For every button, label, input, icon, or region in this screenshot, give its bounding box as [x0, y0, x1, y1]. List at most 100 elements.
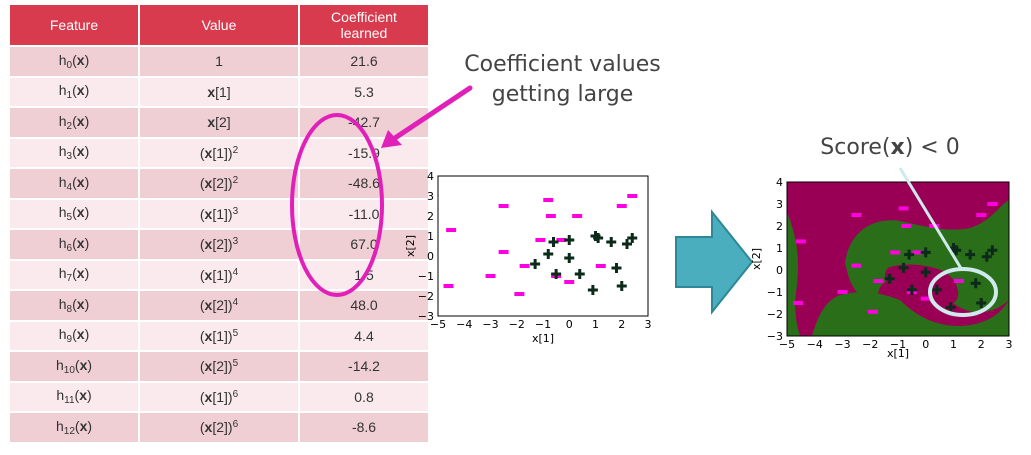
- plus-marker: [627, 233, 638, 243]
- plus-marker: [965, 249, 976, 260]
- value-cell: (x[2])4: [140, 291, 298, 320]
- plus-marker: [987, 245, 998, 256]
- y-tick-label: −3: [418, 310, 434, 323]
- plus-marker: [951, 245, 962, 256]
- table-row: h10(x) (x[2])5 -14.2: [10, 352, 428, 381]
- plus-marker: [981, 251, 992, 262]
- decision-boundary-plot: −5 −4 −3 −2 −1 0 1 2 3 4 3 2 1 0 −1 −2 −3 x[1] x[2]: [750, 167, 1013, 360]
- value-cell: 1: [140, 47, 298, 76]
- table-row: h5(x) (x[1])3 -11.0: [10, 199, 428, 228]
- minus-marker: [912, 250, 923, 255]
- plus-marker: [616, 281, 627, 291]
- minus-marker: [616, 204, 627, 208]
- table-row: h8(x) (x[2])4 48.0: [10, 291, 428, 320]
- feature-cell: h10(x): [10, 352, 138, 381]
- coefficient-cell: -48.6: [300, 169, 428, 198]
- feature-cell: h1(x): [10, 77, 138, 106]
- scatter-plot-frame: [437, 175, 649, 317]
- y-tick-label: −3: [767, 330, 783, 343]
- x-tick-label: −5: [779, 338, 795, 351]
- callout-score: Score(x) < 0: [820, 133, 960, 163]
- minus-marker: [851, 213, 862, 217]
- y-tick-label: 1: [427, 230, 434, 243]
- feature-subscript: 8: [66, 303, 73, 315]
- feature-cell: h9(x): [10, 321, 138, 350]
- x-tick-label: −3: [834, 338, 850, 351]
- minus-marker: [890, 250, 901, 255]
- plus-marker: [920, 267, 931, 278]
- x-tick-label: 2: [978, 338, 985, 351]
- plus-marker: [884, 273, 895, 284]
- y-tick-label: 4: [427, 170, 434, 183]
- minus-marker: [595, 264, 606, 268]
- minus-marker: [627, 194, 638, 198]
- minus-marker: [498, 250, 509, 254]
- x-tick-label: −1: [890, 338, 906, 351]
- plus-marker: [622, 239, 632, 249]
- value-power: 3: [232, 205, 239, 217]
- table-row: h11(x) (x[1])6 0.8: [10, 382, 428, 411]
- value-power: 4: [232, 297, 239, 309]
- value-power: 6: [232, 388, 239, 400]
- coefficient-cell: -8.6: [300, 413, 428, 442]
- callout-coef-line2: getting large: [491, 82, 634, 107]
- value-index: 2: [216, 419, 225, 436]
- callout-pointer: [381, 85, 473, 148]
- x-tick-label: −4: [456, 318, 472, 331]
- minus-marker: [514, 292, 525, 296]
- y-tick-label: −1: [418, 270, 434, 283]
- value-power: 2: [232, 175, 239, 187]
- coefficient-table: Feature Value Coefficient learned h0(x) 1…: [8, 3, 430, 444]
- value-power: 4: [232, 266, 239, 278]
- x-tick-label: 2: [618, 318, 625, 331]
- value-cell: x[2]: [140, 108, 298, 137]
- minus-marker: [837, 290, 848, 294]
- plus-marker: [976, 298, 987, 308]
- feature-cell: h11(x): [10, 382, 138, 411]
- feature-subscript: 7: [66, 273, 73, 285]
- y-tick-label: 2: [776, 220, 783, 233]
- table-row: h0(x) 1 21.6: [10, 47, 428, 76]
- minus-marker: [920, 296, 931, 301]
- x-tick-label: 0: [922, 338, 929, 351]
- header-coef-line2: learned: [340, 25, 388, 41]
- table-row: h4(x) (x[2])2 -48.6: [10, 169, 428, 198]
- plus-marker: [606, 237, 617, 247]
- header-coefficient: Coefficient learned: [300, 5, 428, 45]
- minus-marker: [446, 228, 457, 232]
- plus-marker: [574, 269, 585, 279]
- value-index: 2: [216, 297, 225, 314]
- y-tick-label: 1: [776, 242, 783, 255]
- plus-marker: [945, 302, 956, 313]
- minus-marker: [901, 224, 912, 228]
- table-row: h3(x) (x[1])2 -15.9: [10, 138, 428, 167]
- minus-marker: [556, 238, 567, 242]
- minus-marker: [443, 284, 454, 288]
- feature-cell: h5(x): [10, 199, 138, 228]
- feature-cell: h2(x): [10, 108, 138, 137]
- minus-marker: [543, 198, 554, 202]
- x-tick-label: −2: [509, 318, 525, 331]
- x-tick-label: 3: [645, 318, 652, 331]
- minus-marker: [535, 238, 546, 242]
- plus-marker: [543, 249, 554, 259]
- y-tick-label: 3: [776, 198, 783, 211]
- plus-marker: [904, 249, 915, 260]
- decision-ylabel: x[2]: [750, 248, 763, 270]
- plus-marker: [611, 263, 622, 273]
- minus-marker: [564, 280, 575, 284]
- value-index: 2: [216, 236, 225, 253]
- decision-xlabel: x[1]: [887, 347, 909, 360]
- plus-marker: [564, 253, 575, 263]
- header-feature: Feature: [10, 5, 138, 45]
- plus-marker: [587, 285, 598, 295]
- x-tick-label: 1: [592, 318, 599, 331]
- coefficient-cell: -14.2: [300, 352, 428, 381]
- feature-subscript: 1: [66, 90, 73, 102]
- y-tick-label: −2: [767, 308, 783, 321]
- value-cell: (x[1])6: [140, 382, 298, 411]
- feature-cell: h7(x): [10, 260, 138, 289]
- plus-marker: [906, 284, 917, 295]
- feature-cell: h0(x): [10, 47, 138, 76]
- x-tick-label: −4: [807, 338, 823, 351]
